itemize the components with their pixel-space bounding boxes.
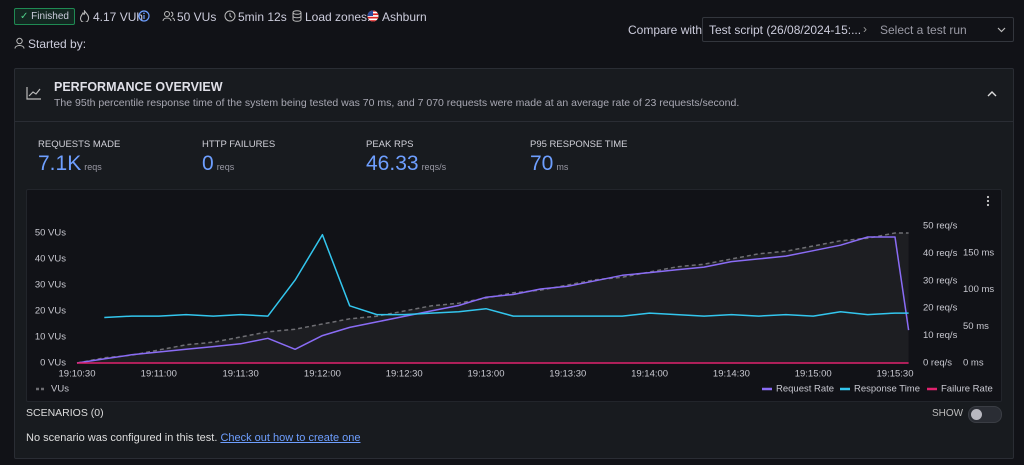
test-script[interactable]: Test script (26/08/2024-15:... (709, 23, 862, 37)
stat-value: 70 (530, 152, 554, 175)
stat-value: 7.1K (38, 152, 82, 175)
y3-tick-label: 100 ms (963, 284, 994, 295)
info-icon[interactable] (138, 10, 150, 22)
y-tick-label: 40 VUs (35, 254, 66, 265)
clock-icon (224, 10, 236, 22)
y3-tick-label: 50 ms (963, 321, 989, 332)
divider (15, 121, 1013, 122)
stat-label: PEAK RPS (366, 139, 414, 150)
stat-unit: reqs/s (421, 162, 447, 172)
scenarios-message: No scenario was configured in this test.… (26, 432, 360, 444)
stat-label: P95 RESPONSE TIME (530, 139, 628, 150)
started-by: Started by: (28, 37, 87, 51)
x-tick-label: 19:14:00 (631, 369, 668, 380)
flame-icon (79, 10, 90, 22)
chart-box (26, 189, 1002, 402)
compare-label: Compare with (628, 23, 703, 37)
x-tick-label: 19:13:00 (468, 369, 505, 380)
x-tick-label: 19:12:30 (386, 369, 423, 380)
x-tick-label: 19:11:30 (222, 369, 258, 380)
users-icon (162, 11, 175, 22)
series-line (76, 236, 910, 364)
y2-tick-label: 10 req/s (923, 330, 958, 341)
collapse-button[interactable] (987, 90, 997, 97)
x-tick-label: 19:12:00 (304, 369, 341, 380)
stat-value: 46.33 (366, 152, 419, 175)
y3-tick-label: 0 ms (963, 358, 984, 369)
x-tick-label: 19:15:00 (795, 369, 832, 380)
separator: › (863, 22, 867, 36)
stat: PEAK RPS 46.33 reqs/s (366, 139, 446, 176)
legend-label: Response Time (854, 384, 920, 395)
status-badge: ✓ Finished (14, 8, 75, 25)
stat: P95 RESPONSE TIME 70 ms (530, 139, 628, 176)
stat-label: HTTP FAILURES (202, 139, 276, 150)
message: No scenario was configured in this test. (26, 432, 218, 444)
legend-label: Request Rate (776, 384, 834, 395)
y2-tick-label: 40 req/s (923, 248, 958, 259)
load-zone: Ashburn (382, 10, 427, 24)
legend-label: VUs (51, 384, 69, 395)
stat-value: 0 (202, 152, 214, 175)
x-tick-label: 19:11:00 (141, 369, 177, 380)
help-link[interactable]: Check out how to create one (220, 432, 361, 444)
duration: 5min 12s (238, 10, 287, 24)
vus: 50 VUs (177, 10, 217, 24)
series-line (104, 233, 909, 319)
stat-unit: reqs (84, 162, 102, 172)
overview-title: PERFORMANCE OVERVIEW (54, 80, 223, 94)
y3-tick-label: 150 ms (963, 248, 994, 259)
user-icon (14, 37, 25, 49)
x-tick-label: 19:10:30 (59, 369, 96, 380)
stat: REQUESTS MADE 7.1K reqs (38, 139, 120, 176)
placeholder[interactable]: Select a test run (880, 23, 967, 37)
legend-label: Failure Rate (941, 384, 993, 395)
overview-description: The 95th percentile response time of the… (54, 97, 740, 109)
chart-icon (26, 87, 41, 100)
stat-label: REQUESTS MADE (38, 139, 121, 150)
y2-tick-label: 50 req/s (923, 221, 958, 232)
compare-select[interactable]: Test script (26/08/2024-15:... › Select … (702, 17, 1014, 42)
status-text: Finished (31, 11, 69, 22)
stat-unit: reqs (216, 162, 235, 172)
y2-tick-label: 30 req/s (923, 275, 958, 286)
load-zones-label: Load zones: (305, 10, 371, 24)
y-tick-label: 0 VUs (40, 358, 66, 369)
y-tick-label: 10 VUs (35, 332, 66, 343)
toggle[interactable] (968, 406, 1002, 423)
y-tick-label: 30 VUs (35, 280, 66, 291)
stat-unit: ms (556, 162, 569, 172)
flag-icon (367, 10, 379, 22)
database-icon (292, 10, 302, 22)
x-tick-label: 19:15:30 (877, 369, 914, 380)
stat: HTTP FAILURES 0 reqs (202, 139, 275, 176)
scenarios-title: SCENARIOS (0) (26, 407, 104, 419)
y2-tick-label: 20 req/s (923, 303, 958, 314)
toggle-label: SHOW (932, 408, 964, 419)
x-tick-label: 19:13:30 (549, 369, 586, 380)
x-tick-label: 19:14:30 (713, 369, 750, 380)
vuh: 4.17 VUh (93, 10, 144, 24)
y-tick-label: 50 VUs (35, 228, 66, 239)
y2-tick-label: 0 req/s (923, 358, 952, 369)
menu-button[interactable] (985, 195, 991, 207)
y-tick-label: 20 VUs (35, 306, 66, 317)
chevron-down (997, 27, 1006, 33)
